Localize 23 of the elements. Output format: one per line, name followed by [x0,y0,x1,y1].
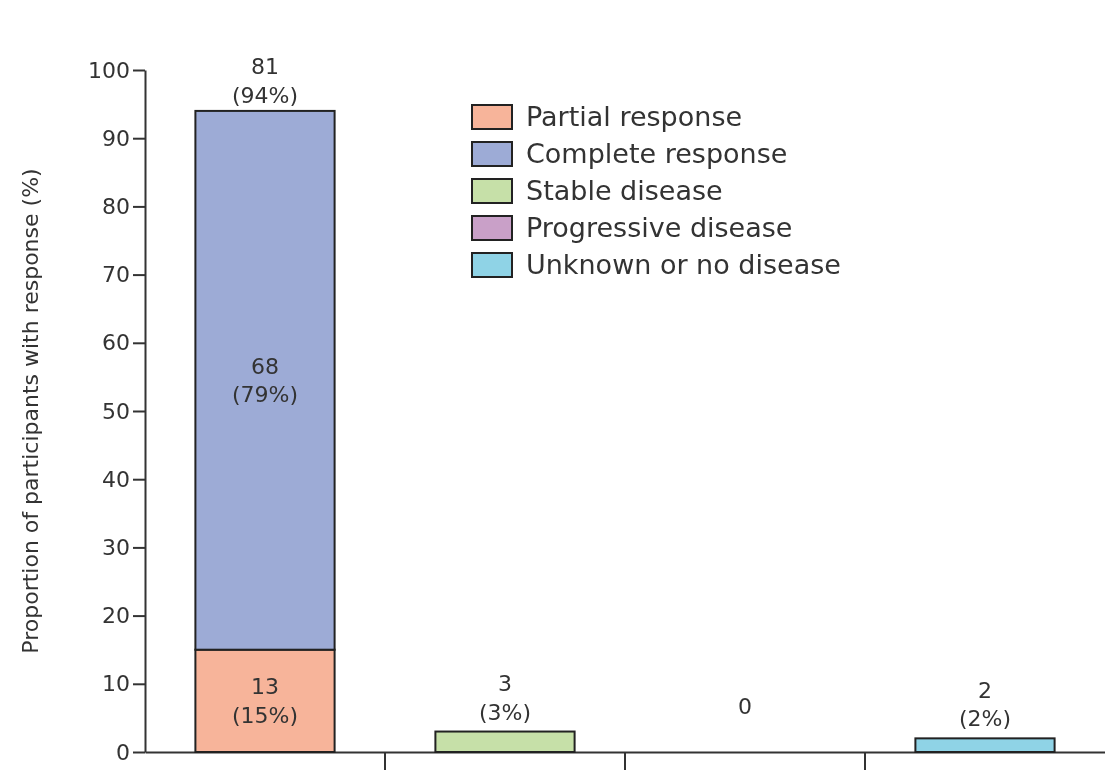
legend-label: Complete response [526,138,788,169]
data-label: 3 (3%) [478,670,532,725]
y-tick-label: 50 [102,398,130,424]
y-tick-label: 70 [102,262,130,288]
y-tick-label: 40 [102,466,130,492]
legend-label: Progressive disease [526,212,793,243]
legend-label: Partial response [526,101,743,132]
legend-label: Stable disease [526,175,723,206]
data-label: 68 (79%) [231,353,299,408]
legend-label: Unknown or no disease [526,249,841,280]
data-label: 2 (2%) [958,677,1012,732]
y-tick-label: 90 [102,125,130,151]
y-tick-label: 30 [102,534,130,560]
y-tick-label: 60 [102,330,130,356]
data-label: 13 (15%) [231,674,299,728]
data-label: 0 [738,694,752,719]
total-label: 81 (94%) [231,54,299,108]
y-tick-label: 0 [116,739,130,765]
y-axis-title: Proportion of participants with response (%) [18,168,43,654]
y-tick-label: 100 [88,57,130,83]
y-tick-label: 80 [102,193,130,219]
y-tick-label: 10 [102,671,130,697]
y-tick-label: 20 [102,603,130,629]
